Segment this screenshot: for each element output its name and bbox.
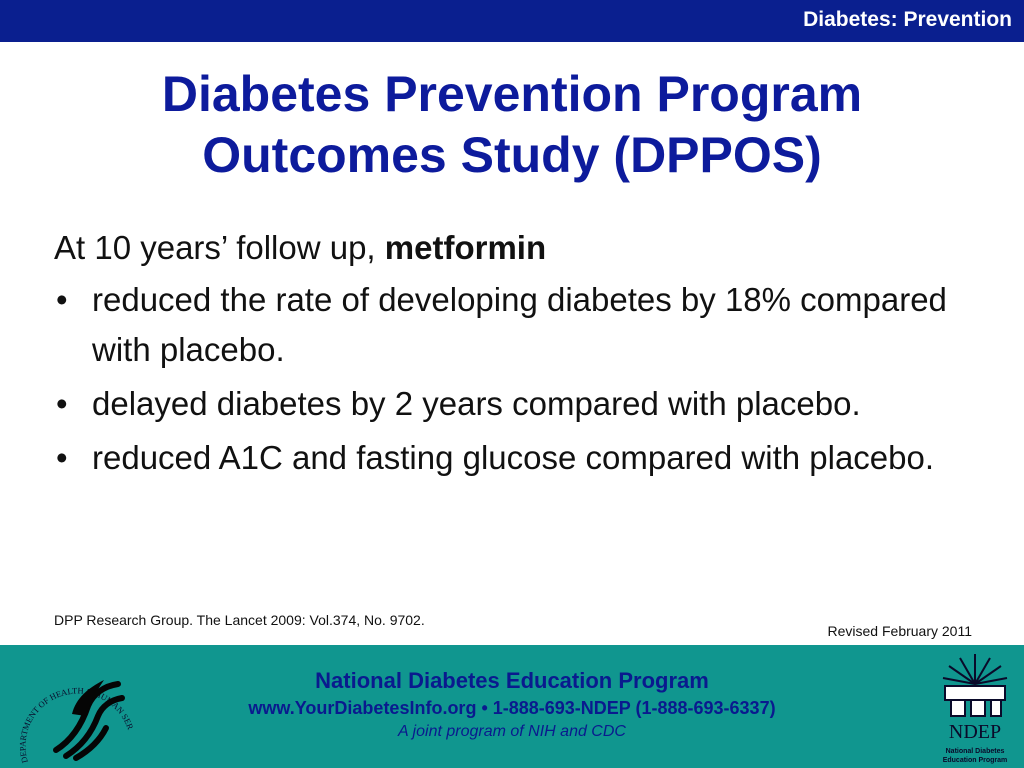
revised-date: Revised February 2011 [827,623,972,639]
ndep-logo-text: NDEP [949,721,1001,743]
svg-text:Education Program: Education Program [943,757,1008,764]
bullet-item: reduced A1C and fasting glucose compared… [54,433,974,483]
building-icon [944,685,1006,717]
program-tagline: A joint program of NIH and CDC [398,723,626,740]
bullet-list: reduced the rate of developing diabetes … [54,275,974,483]
svg-text:National Diabetes: National Diabetes [946,748,1005,755]
header-bar: Diabetes: Prevention [0,0,1024,42]
hhs-seal-logo: DEPARTMENT OF HEALTH & HUMAN SERVICES · … [10,650,136,764]
slide-body: At 10 years’ follow up, metformin reduce… [54,223,974,487]
program-contact: www.YourDiabetesInfo.org • 1-888-693-NDE… [248,698,776,718]
footer-bar [0,645,1024,768]
ndep-logo: NDEP National Diabetes Education Program [942,654,1008,764]
intro-drug: metformin [384,229,547,266]
sunburst-icon [942,654,1008,685]
intro-label: At 10 years’ follow up, [54,229,385,266]
slide-title-line-1: Diabetes Prevention Program [161,66,863,122]
bullet-item: delayed diabetes by 2 years compared wit… [54,379,974,429]
footer-text: National Diabetes Education Program www.… [0,667,1024,743]
intro-text: At 10 years’ follow up, metformin [54,223,974,273]
section-title: Diabetes: Prevention [803,8,1012,31]
citation: DPP Research Group. The Lancet 2009: Vol… [54,612,425,628]
slide-title: Diabetes Prevention Program Outcomes Stu… [0,64,1024,186]
slide-title-line-2: Outcomes Study (DPPOS) [202,127,822,183]
bullet-item: reduced the rate of developing diabetes … [54,275,974,375]
program-name: National Diabetes Education Program [315,668,709,693]
